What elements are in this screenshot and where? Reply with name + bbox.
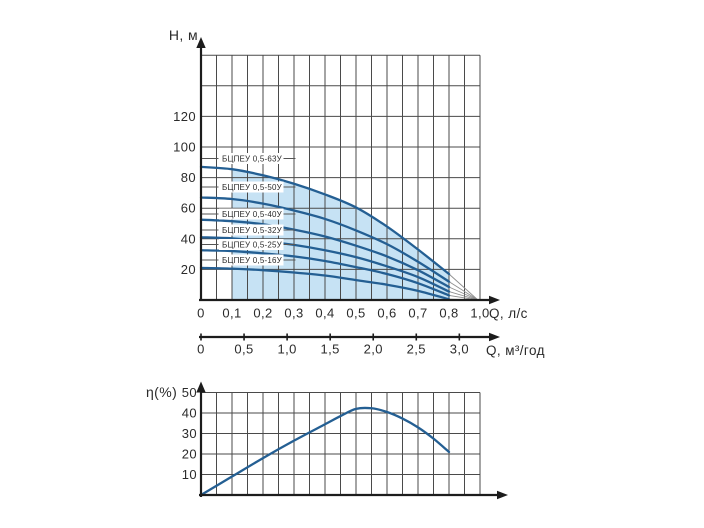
curve-label-4: БЦПЕУ 0,5-25У <box>222 241 283 250</box>
flow-lps-tick-label-1,0: 1,0 <box>470 306 489 321</box>
flow-lps-tick-label-0: 0 <box>197 306 205 321</box>
curve-label-1: БЦПЕУ 0,5-50У <box>222 183 283 192</box>
eff-tick-label-10: 10 <box>182 467 197 482</box>
curve-label-bg <box>219 224 284 236</box>
flow-lps-x-axis-arrow <box>489 295 500 305</box>
head-tick-label-120: 120 <box>173 109 196 124</box>
flow-m3h-tick-label-1,0: 1,0 <box>277 342 296 357</box>
flow-lps-tick-label-0,8: 0,8 <box>439 306 458 321</box>
flow-lps-tick-label-0,6: 0,6 <box>377 306 396 321</box>
flow-m3h-tick-label-0: 0 <box>197 342 205 357</box>
head-tick-label-40: 40 <box>181 231 196 246</box>
flow-lps-tick-label-0,3: 0,3 <box>284 306 303 321</box>
efficiency-curve <box>199 406 451 497</box>
curve-label-5: БЦПЕУ 0,5-16У <box>222 256 283 265</box>
head-tick-label-60: 60 <box>181 201 196 216</box>
efficiency-axis-title: η(%) <box>146 384 178 400</box>
flow-m3h-axis-title: Q, м³/год <box>486 343 545 358</box>
head-tick-label-20: 20 <box>181 262 196 277</box>
flow-m3h-tick-label-1,5: 1,5 <box>321 342 340 357</box>
fan-line-convergence <box>448 286 479 301</box>
pump-curve-4 <box>199 249 451 297</box>
curve-label-2: БЦПЕУ 0,5-40У <box>222 210 283 219</box>
pump-curve-3 <box>199 236 451 293</box>
flow-m3h-tick-label-0,5: 0,5 <box>234 342 253 357</box>
eff-tick-label-30: 30 <box>182 426 197 441</box>
head-tick-label-100: 100 <box>173 140 196 155</box>
curve-label-bg <box>219 239 284 250</box>
eff-x-axis-arrow <box>497 490 508 500</box>
curve-label-bg <box>219 208 284 220</box>
pump-curve-5 <box>199 266 451 301</box>
fan-line-convergence <box>448 281 479 301</box>
flow-m3h-x-axis-arrow <box>489 332 500 342</box>
eff-tick-label-40: 40 <box>182 406 197 421</box>
curve-label-bg <box>219 254 284 266</box>
pump-curve-0 <box>199 165 451 276</box>
flow-m3h-tick-label-2,5: 2,5 <box>407 342 426 357</box>
flow-lps-axis-title: Q, л/с <box>489 306 528 321</box>
fan-line-convergence <box>448 291 479 301</box>
pump-curve-1 <box>199 196 451 283</box>
head-axis-title: Н, м <box>168 27 198 43</box>
flow-lps-tick-label-0,7: 0,7 <box>408 306 427 321</box>
flow-lps-tick-label-0,5: 0,5 <box>346 306 365 321</box>
eff-tick-label-20: 20 <box>182 447 197 462</box>
curve-label-0: БЦПЕУ 0,5-63У <box>222 155 283 164</box>
flow-lps-tick-label-0,4: 0,4 <box>315 306 334 321</box>
curve-label-bg <box>219 153 284 164</box>
flow-m3h-tick-label-2,0: 2,0 <box>364 342 383 357</box>
head-tick-label-80: 80 <box>181 170 196 185</box>
curve-label-bg <box>219 181 284 193</box>
curve-label-3: БЦПЕУ 0,5-32У <box>222 226 283 235</box>
head-y-axis-arrow <box>196 37 206 48</box>
fan-line-convergence <box>448 273 479 301</box>
flow-lps-tick-label-0,1: 0,1 <box>222 306 241 321</box>
flow-lps-tick-label-0,2: 0,2 <box>253 306 272 321</box>
flow-m3h-tick-label-3,0: 3,0 <box>450 342 469 357</box>
eff-tick-label-50: 50 <box>182 385 197 400</box>
eff-y-axis-arrow <box>196 381 206 393</box>
pump-curve-2 <box>199 218 451 289</box>
